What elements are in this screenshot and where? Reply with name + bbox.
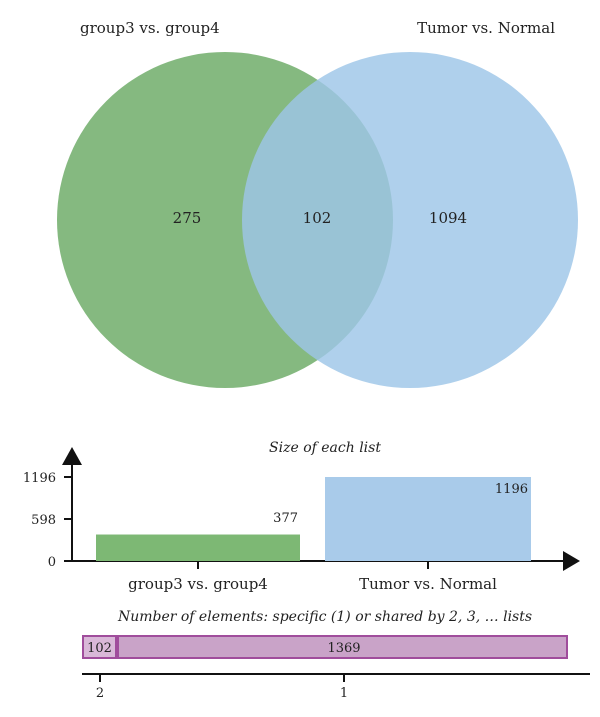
venn-diagram: group3 vs. group4 Tumor vs. Normal 275 1… [57,19,578,388]
segment-label-specific: 1369 [327,641,360,656]
venn-count-tumor-only: 1094 [429,209,467,227]
list-size-chart: Size of each list 0 598 1196 377 1196 gr… [23,440,580,593]
segment-label-shared-by-2: 102 [87,641,112,656]
bar-group3 [96,534,300,561]
venn-set-label-tumor: Tumor vs. Normal [417,19,555,37]
venn-circle-tumor [242,52,578,388]
x-axis-arrow-icon [563,551,580,571]
venn-count-intersection: 102 [303,209,332,227]
venn-count-group3-only: 275 [173,209,202,227]
segment-shared-by-2 [82,635,117,659]
bar-tumor [325,477,531,561]
venn-set-label-group3: group3 vs. group4 [80,19,220,37]
y-tick-label: 598 [31,513,56,528]
x-tick-label-tumor: Tumor vs. Normal [359,575,497,593]
segment-tick-label-2: 2 [96,686,104,701]
shared-elements-title: Number of elements: specific (1) or shar… [117,609,532,625]
bar-value-label-tumor: 1196 [495,482,528,497]
list-size-title: Size of each list [269,440,381,456]
y-tick-label: 1196 [23,471,56,486]
segment-specific [117,635,568,659]
bar-value-label-group3: 377 [273,511,298,526]
y-axis-arrow-icon [62,447,82,465]
segment-tick-label-1: 1 [340,686,348,701]
y-tick-label: 0 [48,555,56,570]
x-tick-label-group3: group3 vs. group4 [128,575,268,593]
shared-elements-chart: Number of elements: specific (1) or shar… [82,609,590,701]
